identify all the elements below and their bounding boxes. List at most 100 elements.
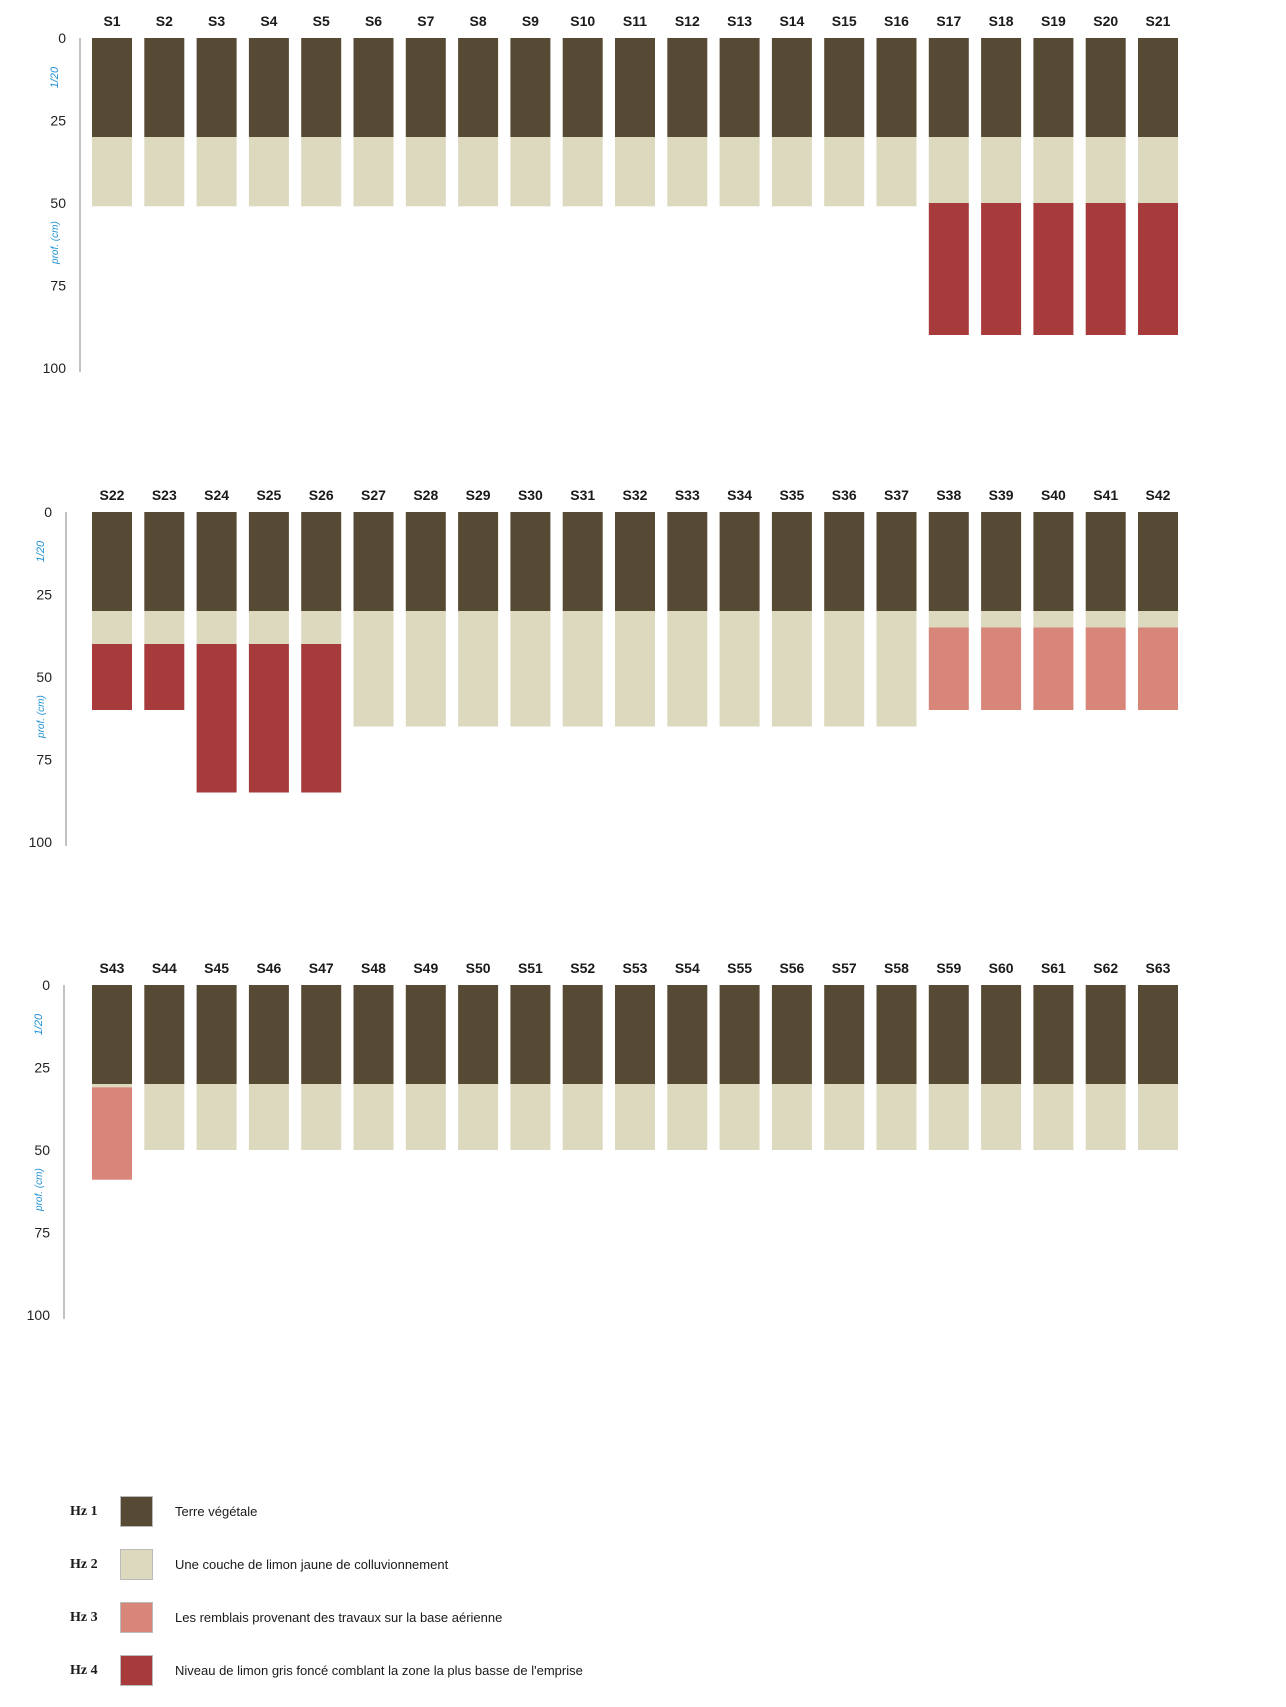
category-label: S10	[570, 13, 595, 29]
bar-segment-hz2	[1033, 611, 1074, 628]
bar-segment-hz2	[1138, 137, 1178, 203]
category-label: S46	[256, 960, 281, 976]
category-label: S3	[208, 13, 225, 29]
category-label: S53	[623, 960, 648, 976]
bar-segment-hz3	[1085, 627, 1126, 710]
bar-segment-hz1	[92, 512, 132, 611]
bar-segment-hz1	[928, 38, 969, 137]
category-label: S28	[413, 487, 438, 503]
bar-segment-hz1	[719, 512, 760, 611]
y-tick-label: 0	[42, 977, 50, 993]
category-label: S43	[100, 960, 125, 976]
bar-segment-hz1	[615, 985, 655, 1084]
category-label: S35	[779, 487, 804, 503]
bar-segment-hz1	[1085, 512, 1126, 611]
category-label: S50	[466, 960, 491, 976]
y-tick-label: 25	[36, 587, 52, 603]
category-label: S7	[417, 13, 434, 29]
bar-segment-hz1	[301, 985, 342, 1084]
category-label: S61	[1041, 960, 1066, 976]
bar-segment-hz1	[928, 512, 969, 611]
bar-segment-hz1	[144, 38, 185, 137]
bar-segment-hz1	[719, 985, 760, 1084]
bar-segment-hz2	[353, 1084, 394, 1150]
bar-segment-hz3	[1138, 627, 1178, 710]
category-label: S57	[832, 960, 857, 976]
category-label: S15	[832, 13, 857, 29]
category-label: S25	[256, 487, 281, 503]
category-label: S11	[623, 13, 647, 29]
bar-segment-hz2	[562, 137, 603, 207]
category-label: S12	[675, 13, 700, 29]
category-label: S37	[884, 487, 909, 503]
category-label: S14	[779, 13, 804, 29]
category-label: S2	[156, 13, 173, 29]
bar-segment-hz4	[301, 644, 342, 793]
bar-segment-hz1	[458, 985, 499, 1084]
bar-segment-hz1	[301, 38, 342, 137]
category-label: S1	[103, 13, 120, 29]
category-label: S62	[1093, 960, 1118, 976]
y-tick-label: 0	[58, 30, 66, 46]
legend-code: Hz 1	[70, 1503, 98, 1519]
bar-segment-hz2	[510, 137, 551, 207]
legend-swatch	[120, 1602, 153, 1633]
bar-segment-hz1	[667, 512, 708, 611]
bar-segment-hz2	[1138, 611, 1178, 628]
bar-segment-hz2	[301, 137, 342, 207]
y-tick-label: 50	[50, 195, 66, 211]
bar-segment-hz2	[1033, 1084, 1074, 1150]
bar-segment-hz1	[353, 985, 394, 1084]
category-label: S17	[936, 13, 961, 29]
bar-segment-hz2	[405, 1084, 446, 1150]
category-label: S55	[727, 960, 752, 976]
y-tick-label: 75	[36, 752, 52, 768]
y-tick-label: 100	[29, 834, 53, 850]
bar-segment-hz2	[301, 611, 342, 644]
category-label: S32	[623, 487, 648, 503]
y-tick-label: 25	[34, 1060, 50, 1076]
bar-segment-hz2	[1138, 1084, 1178, 1150]
bar-segment-hz1	[248, 38, 289, 137]
legend-swatch	[120, 1655, 153, 1686]
bar-segment-hz1	[196, 985, 237, 1084]
category-label: S13	[727, 13, 752, 29]
bar-segment-hz1	[510, 985, 551, 1084]
bar-segment-hz1	[92, 985, 132, 1084]
bar-segment-hz1	[615, 512, 655, 611]
category-label: S59	[936, 960, 961, 976]
bar-segment-hz1	[301, 512, 342, 611]
bar-segment-hz3	[981, 627, 1022, 710]
bar-segment-hz4	[1033, 203, 1074, 335]
bar-segment-hz4	[1085, 203, 1126, 335]
bar-segment-hz2	[248, 1084, 289, 1150]
bar-segment-hz1	[1138, 512, 1178, 611]
bar-segment-hz2	[405, 137, 446, 207]
bar-segment-hz2	[824, 1084, 865, 1150]
bar-segment-hz2	[928, 137, 969, 203]
bar-segment-hz2	[615, 137, 655, 207]
chart-panel-2: 0 25 50 75 100 1/20 prof. (cm) S22 S23 S24 S25 S26 S…	[29, 487, 1178, 850]
category-label: S34	[727, 487, 752, 503]
bar-segment-hz1	[615, 38, 655, 137]
bar-segment-hz2	[824, 611, 865, 727]
bar-segment-hz2	[562, 1084, 603, 1150]
bar-segment-hz1	[458, 38, 499, 137]
category-label: S5	[313, 13, 330, 29]
bar-segment-hz1	[771, 985, 812, 1084]
category-label: S49	[413, 960, 438, 976]
bar-segment-hz1	[405, 985, 446, 1084]
category-label: S8	[470, 13, 487, 29]
bar-segment-hz2	[92, 137, 132, 207]
bar-segment-hz1	[510, 38, 551, 137]
bar-segment-hz1	[824, 985, 865, 1084]
category-label: S44	[152, 960, 177, 976]
bar-segment-hz1	[458, 512, 499, 611]
bar-segment-hz2	[981, 137, 1022, 203]
y-tick-label: 50	[36, 669, 52, 685]
bar-segment-hz2	[876, 137, 917, 207]
category-label: S63	[1146, 960, 1171, 976]
bar-segment-hz2	[981, 1084, 1022, 1150]
bar-segment-hz2	[301, 1084, 342, 1150]
bar-segment-hz4	[196, 644, 237, 793]
